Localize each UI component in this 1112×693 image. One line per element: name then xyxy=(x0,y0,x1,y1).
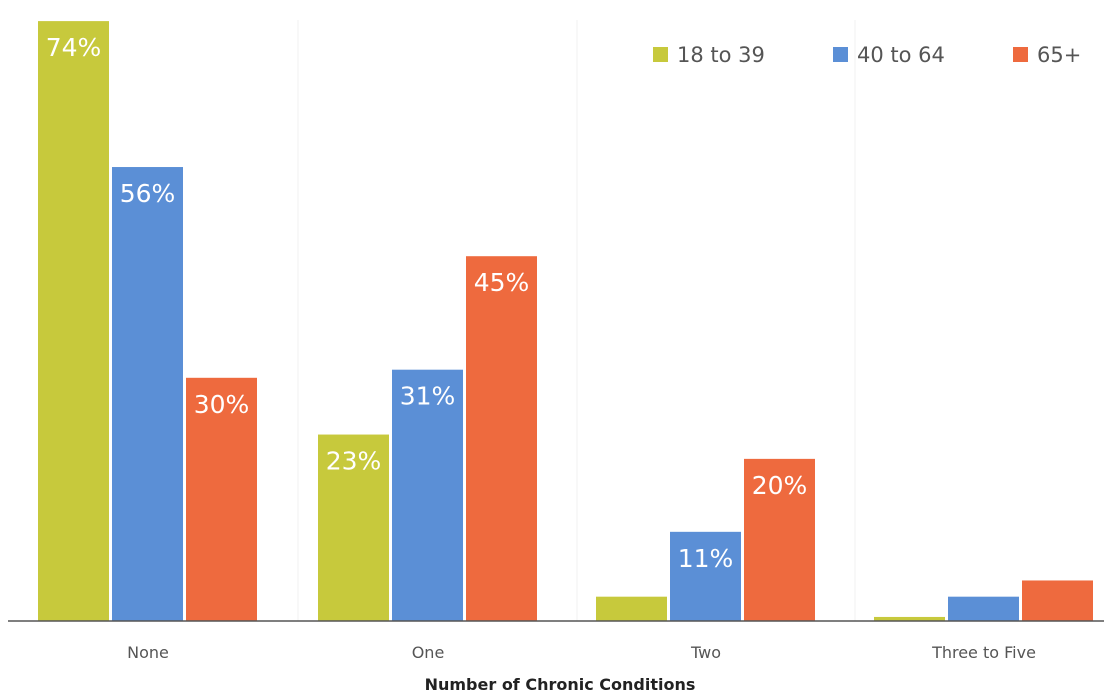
bars xyxy=(38,21,1093,621)
bar-two-18-to-39 xyxy=(596,596,667,621)
legend-swatch-18-to-39 xyxy=(653,47,668,62)
bar-one-40-to-64 xyxy=(392,369,463,621)
bar-label-three-to-five-65: 5% xyxy=(1038,549,1078,578)
bar-three-to-five-40-to-64 xyxy=(948,596,1019,621)
bar-label-one-18-to-39: 23% xyxy=(326,447,382,476)
x-tick-labels: None One Two Three to Five xyxy=(127,643,1036,662)
bar-three-to-five-65 xyxy=(1022,580,1093,621)
bar-label-none-65: 30% xyxy=(194,390,250,419)
bar-label-one-65: 45% xyxy=(474,268,530,297)
bar-labels: 74% 56% 30% 23% 31% 45% 3% 11% 20% <1% 3% 5% xyxy=(46,33,1078,615)
bar-label-two-18-to-39: 3% xyxy=(612,566,652,595)
bar-two-40-to-64 xyxy=(670,531,741,621)
bar-one-65 xyxy=(466,256,537,621)
bar-none-40-to-64 xyxy=(112,167,183,621)
bar-none-18-to-39 xyxy=(38,21,109,621)
bar-label-one-40-to-64: 31% xyxy=(400,382,456,411)
x-tick-two: Two xyxy=(690,643,721,662)
x-tick-none: None xyxy=(127,643,169,662)
bar-label-three-to-five-18-to-39: <1% xyxy=(879,586,940,615)
legend-label-65: 65+ xyxy=(1037,43,1081,67)
x-axis-title: Number of Chronic Conditions xyxy=(425,675,696,693)
legend-swatch-40-to-64 xyxy=(833,47,848,62)
bar-two-65 xyxy=(744,458,815,621)
bar-none-65 xyxy=(186,377,257,621)
bar-label-three-to-five-40-to-64: 3% xyxy=(964,566,1004,595)
bar-one-18-to-39 xyxy=(318,434,389,621)
x-tick-one: One xyxy=(412,643,445,662)
grid-lines xyxy=(297,20,856,621)
legend-label-18-to-39: 18 to 39 xyxy=(677,43,765,67)
bar-label-none-40-to-64: 56% xyxy=(120,179,176,208)
bar-label-two-40-to-64: 11% xyxy=(678,544,734,573)
legend: 18 to 39 40 to 64 65+ xyxy=(653,43,1081,67)
bar-label-none-18-to-39: 74% xyxy=(46,33,102,62)
legend-label-40-to-64: 40 to 64 xyxy=(857,43,945,67)
bar-label-two-65: 20% xyxy=(752,471,808,500)
legend-swatch-65 xyxy=(1013,47,1028,62)
bar-three-to-five-18-to-39 xyxy=(874,616,945,621)
x-tick-three-to-five: Three to Five xyxy=(931,643,1036,662)
